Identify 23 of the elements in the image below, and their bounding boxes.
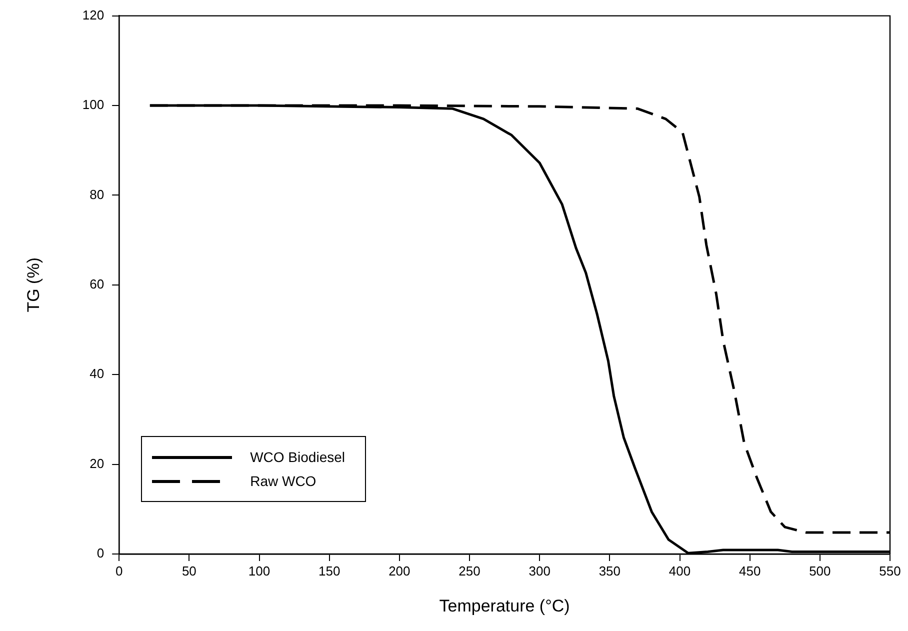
- x-tick-label: 450: [738, 563, 761, 578]
- x-tick-label: 150: [318, 563, 340, 578]
- y-axis-title: TG (%): [24, 258, 43, 312]
- y-tick-label: 0: [96, 546, 104, 561]
- x-tick-label: 550: [879, 563, 901, 578]
- y-tick-label: 120: [82, 7, 104, 22]
- x-tick-label: 350: [598, 563, 621, 578]
- y-tick-label: 100: [82, 97, 104, 112]
- x-tick-label: 0: [115, 563, 123, 578]
- y-tick-label: 80: [90, 186, 104, 202]
- legend-label: Raw WCO: [250, 473, 316, 489]
- x-tick-label: 400: [668, 563, 691, 578]
- legend-label: WCO Biodiesel: [250, 449, 345, 465]
- x-tick-label: 100: [248, 563, 270, 578]
- x-tick-label: 300: [528, 563, 550, 578]
- y-tick-label: 40: [90, 366, 104, 382]
- y-tick-label: 60: [90, 276, 104, 292]
- x-tick-label: 500: [809, 563, 831, 578]
- x-tick-label: 200: [388, 563, 410, 578]
- x-tick-label: 50: [182, 563, 196, 578]
- y-tick-label: 20: [90, 456, 104, 471]
- x-axis-title: Temperature (°C): [439, 596, 570, 616]
- x-tick-label: 250: [458, 563, 480, 578]
